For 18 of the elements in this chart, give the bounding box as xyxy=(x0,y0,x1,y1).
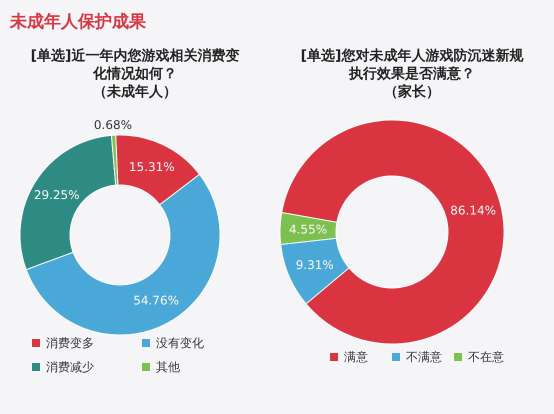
legend-label: 没有变化 xyxy=(156,336,204,350)
data-label: 15.31% xyxy=(128,160,175,174)
chart-title: [单选]您对未成年人游戏防沉迷新规执行效果是否满意？（家长） xyxy=(300,47,524,100)
data-label: 54.76% xyxy=(133,294,179,308)
legend-label: 其他 xyxy=(156,360,180,374)
legend-label: 不满意 xyxy=(406,350,442,364)
data-label: 4.55% xyxy=(288,222,328,236)
donut-slice xyxy=(281,120,504,344)
legend-label: 消费变多 xyxy=(46,336,94,350)
data-label: 29.25% xyxy=(34,188,80,202)
data-label: 86.14% xyxy=(450,203,496,218)
data-label: 0.68% xyxy=(94,118,132,132)
data-label: 9.31% xyxy=(296,258,334,272)
legend-label: 满意 xyxy=(344,350,368,364)
chart-title: [单选]近一年内您游戏相关消费变化情况如何？（未成年人） xyxy=(30,47,240,100)
legend-label: 不在意 xyxy=(468,350,504,364)
text: 未成年人保护成果 xyxy=(9,12,147,32)
legend-label: 消费减少 xyxy=(46,360,94,374)
